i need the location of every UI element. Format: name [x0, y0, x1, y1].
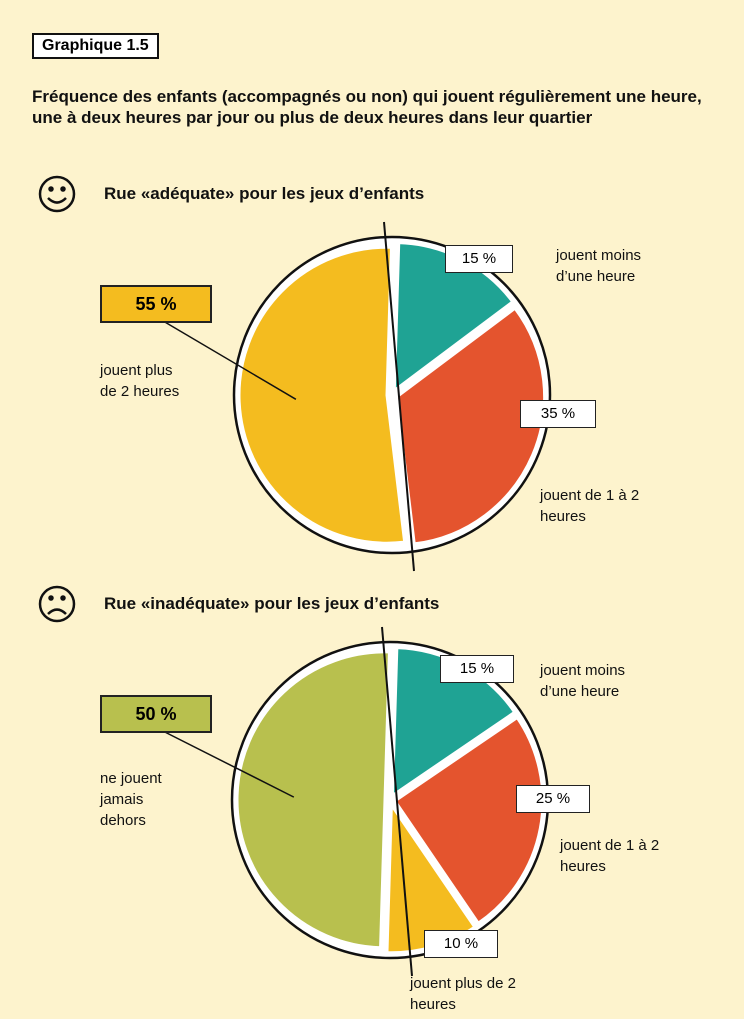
pie-slice — [237, 245, 407, 545]
pie-slice — [395, 306, 547, 546]
category-label: jouent plus de 2 heures — [410, 975, 516, 1013]
pie-title: Rue «inadéquate» pour les jeux d’enfants — [104, 594, 440, 613]
value-label: 55 % — [100, 285, 212, 323]
smiley-sad — [38, 585, 76, 623]
value-label: 35 % — [520, 400, 596, 428]
pie-title: Rue «adéquate» pour les jeux d’enfants — [104, 184, 425, 203]
leader-line — [164, 321, 297, 400]
smiley-happy — [38, 175, 76, 213]
value-label: 15 % — [445, 245, 513, 273]
leader-line — [164, 731, 295, 798]
value-label: 15 % — [440, 655, 514, 683]
pie-slice — [392, 715, 545, 926]
category-label: ne jouent jamais dehors — [100, 770, 162, 829]
divider — [381, 626, 413, 977]
value-label: 10 % — [424, 930, 498, 958]
figure-title: Fréquence des enfants (accompagnés ou no… — [32, 87, 702, 127]
value-label: 50 % — [100, 695, 212, 733]
divider — [383, 221, 415, 572]
category-label: jouent moins d’une heure — [540, 662, 626, 700]
category-label: jouent de 1 à 2 heures — [560, 837, 660, 875]
value-label: 25 % — [516, 785, 590, 813]
category-label: jouent plus de 2 heures — [100, 362, 180, 400]
pie-slice — [235, 650, 391, 950]
figure-label: Graphique 1.5 — [32, 33, 159, 59]
category-label: jouent de 1 à 2 heures — [540, 487, 640, 525]
category-label: jouent moins d’une heure — [556, 247, 642, 285]
